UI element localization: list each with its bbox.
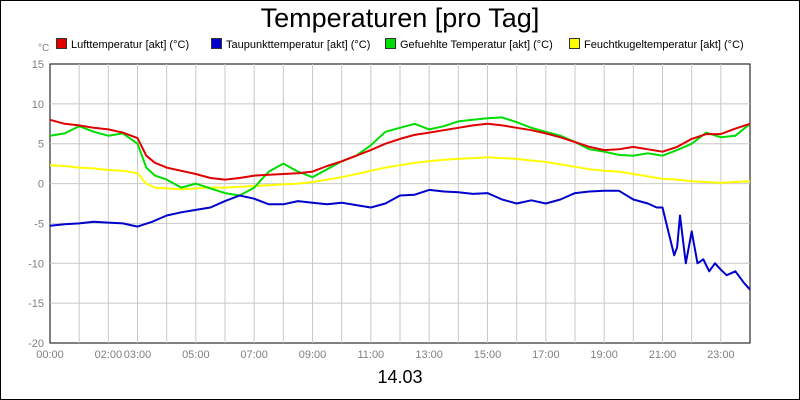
x-tick-label: 07:00: [240, 349, 268, 361]
x-tick-label: 02:00: [95, 349, 123, 361]
y-tick-label: -15: [28, 298, 44, 310]
legend-item-lufttemperatur: Lufttemperatur [akt] (°C): [56, 38, 189, 52]
legend-swatch-red: [56, 38, 67, 49]
x-tick-label: 09:00: [299, 349, 327, 361]
legend-label: Gefuehlte Temperatur [akt] (°C): [400, 39, 553, 51]
y-axis-unit: °C: [38, 43, 49, 54]
y-tick-label: -5: [34, 218, 44, 230]
y-tick-label: 10: [32, 99, 44, 111]
x-tick-label: 17:00: [532, 349, 560, 361]
y-tick-label: 15: [32, 59, 44, 71]
y-tick-label: 0: [38, 179, 44, 191]
y-tick-label: 5: [38, 139, 44, 151]
x-tick-label: 15:00: [474, 349, 502, 361]
y-tick-label: -20: [28, 338, 44, 350]
series-line: [49, 156, 751, 191]
legend-label: Lufttemperatur [akt] (°C): [71, 39, 190, 51]
x-axis: 00:00 02:00 03:00 05:00 07:00 09:00 11:00 13:00…: [36, 349, 734, 361]
x-tick-label: 19:00: [590, 349, 618, 361]
x-tick-label: 23:00: [707, 349, 735, 361]
chart-title: Temperaturen [pro Tag]: [260, 3, 540, 33]
x-tick-label: 05:00: [182, 349, 210, 361]
legend-swatch-blue: [211, 38, 222, 49]
grid-lines: [50, 64, 750, 343]
x-tick-label: 21:00: [649, 349, 677, 361]
series-line: [49, 188, 751, 291]
legend-item-taupunkttemperatur: Taupunkttemperatur [akt] (°C): [211, 38, 370, 52]
series-line: [49, 116, 751, 197]
legend-label: Taupunkttemperatur [akt] (°C): [226, 39, 371, 51]
x-tick-label: 13:00: [415, 349, 443, 361]
date-label: 14.03: [377, 367, 423, 387]
legend-item-gefuehlte-temperatur: Gefuehlte Temperatur [akt] (°C): [385, 38, 553, 52]
legend-swatch-yellow: [569, 38, 580, 49]
x-tick-label: 11:00: [357, 349, 384, 361]
series-line: [49, 118, 751, 181]
x-tick-label: 03:00: [124, 349, 152, 361]
series-lines: [49, 116, 751, 291]
legend-item-feuchtkugeltemperatur: Feuchtkugeltemperatur [akt] (°C): [569, 38, 744, 52]
legend-swatch-green: [385, 38, 396, 49]
y-axis: 15 10 5 0 -5 -10 -15 -20: [28, 59, 44, 350]
x-tick-label: 00:00: [36, 349, 64, 361]
y-tick-label: -10: [28, 258, 44, 270]
legend-label: Feuchtkugeltemperatur [akt] (°C): [584, 39, 744, 51]
